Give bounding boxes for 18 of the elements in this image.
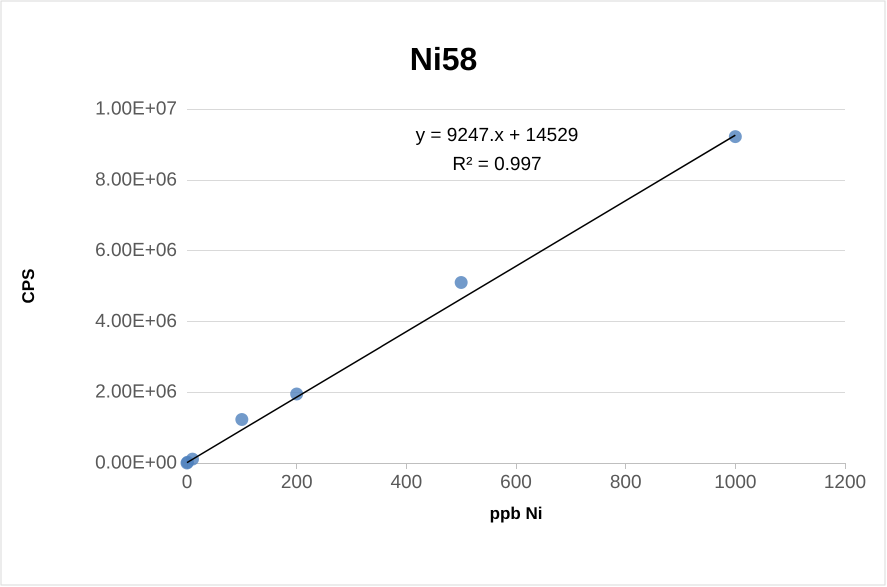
- y-tick-label: 6.00E+06: [95, 240, 177, 262]
- y-axis-title: CPS: [19, 268, 38, 304]
- chart-title: Ni58: [410, 41, 478, 77]
- annotation: y = 9247.x + 14529: [416, 125, 578, 146]
- y-tick-label: 4.00E+06: [95, 310, 177, 332]
- x-tick-label: 1200: [824, 472, 866, 493]
- x-tick-label: 0: [182, 472, 192, 493]
- y-tick-label: 8.00E+06: [95, 169, 177, 190]
- x-tick-label: 800: [610, 472, 642, 493]
- x-tick-label: 600: [500, 472, 532, 493]
- x-tick-label: 400: [390, 472, 422, 493]
- y-tick-label: 2.00E+06: [95, 382, 177, 403]
- y-tick-label: 1.00E+07: [95, 98, 177, 120]
- y-tick-label: 0.00E+00: [95, 452, 177, 474]
- x-axis-title: ppb Ni: [490, 504, 542, 523]
- annotation: R² = 0.997: [452, 154, 542, 175]
- x-tick-label: 1000: [714, 472, 756, 493]
- x-tick-label: 200: [280, 472, 313, 493]
